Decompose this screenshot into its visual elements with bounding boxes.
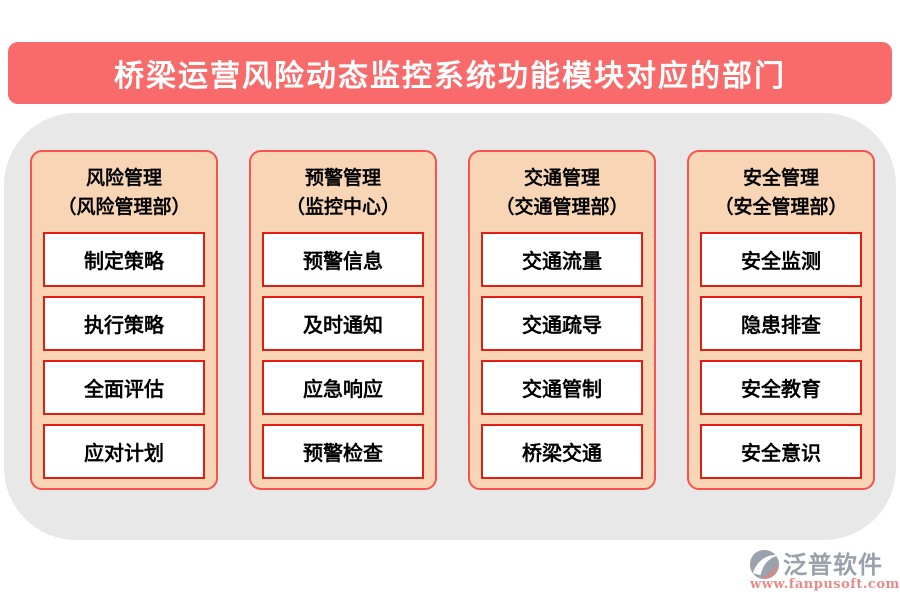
column-risk-management: 风险管理 （风险管理部） 制定策略 执行策略 全面评估 应对计划: [30, 150, 218, 490]
column-traffic-management: 交通管理 （交通管理部） 交通流量 交通疏导 交通管制 桥梁交通: [468, 150, 656, 490]
module-item: 预警信息: [262, 232, 424, 287]
column-warning-management: 预警管理 （监控中心） 预警信息 及时通知 应急响应 预警检查: [249, 150, 437, 490]
module-item: 制定策略: [43, 232, 205, 287]
column-title-text: 交通管理: [523, 167, 600, 189]
module-item: 隐患排查: [700, 296, 862, 351]
fanpu-swirl-icon: [749, 549, 780, 580]
module-item: 执行策略: [43, 296, 205, 351]
column-department-text: （风险管理部）: [57, 196, 191, 218]
column-department-text: （监控中心）: [285, 196, 400, 218]
brand-name: 泛普软件: [783, 549, 883, 579]
column-safety-management: 安全管理 （安全管理部） 安全监测 隐患排查 安全教育 安全意识: [687, 150, 875, 490]
module-item: 预警检查: [262, 424, 424, 479]
module-item: 应急响应: [262, 360, 424, 415]
brand-url: www.fanpusoft.com: [750, 577, 900, 592]
brand-logo: 泛普软件 www.fanpusoft.com: [748, 549, 899, 592]
module-item: 应对计划: [43, 424, 205, 479]
module-item: 及时通知: [262, 296, 424, 351]
module-item: 安全监测: [700, 232, 862, 287]
column-title: 安全管理 （安全管理部）: [700, 164, 862, 222]
column-department-text: （安全管理部）: [714, 196, 848, 218]
column-title: 交通管理 （交通管理部）: [481, 164, 643, 222]
column-department-text: （交通管理部）: [495, 196, 629, 218]
column-title-text: 风险管理: [85, 167, 162, 189]
module-item: 全面评估: [43, 360, 205, 415]
module-item: 安全意识: [700, 424, 862, 479]
brand-logo-top: 泛普软件: [748, 549, 883, 580]
page-title: 桥梁运营风险动态监控系统功能模块对应的部门: [114, 59, 786, 94]
module-item: 桥梁交通: [481, 424, 643, 479]
module-item: 交通疏导: [481, 296, 643, 351]
column-title-text: 预警管理: [304, 167, 381, 189]
column-title: 预警管理 （监控中心）: [262, 164, 424, 222]
module-item: 安全教育: [700, 360, 862, 415]
module-item: 交通管制: [481, 360, 643, 415]
title-banner: 桥梁运营风险动态监控系统功能模块对应的部门: [8, 42, 892, 104]
column-title-text: 安全管理: [742, 167, 819, 189]
column-title: 风险管理 （风险管理部）: [43, 164, 205, 222]
module-item: 交通流量: [481, 232, 643, 287]
columns-row: 风险管理 （风险管理部） 制定策略 执行策略 全面评估 应对计划 预警管理 （监…: [30, 150, 875, 490]
